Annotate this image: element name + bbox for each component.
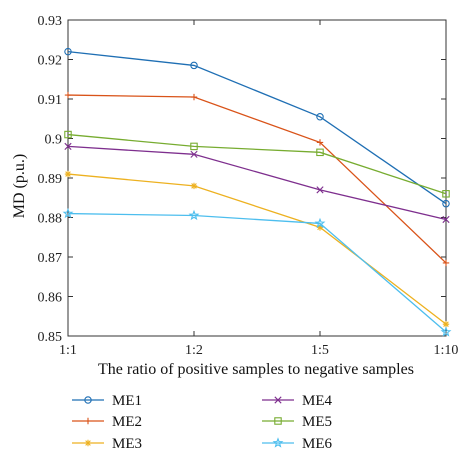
- series-me5: [64, 130, 450, 198]
- series-line: [67, 145, 447, 221]
- data-point: [64, 47, 72, 56]
- data-point: [316, 224, 324, 231]
- x-axis-ticks: 1:1 1:2 1:5 1:10: [59, 20, 458, 358]
- legend-label: ME2: [112, 414, 142, 430]
- series-line: [67, 94, 447, 264]
- y-tick-label: 0.91: [38, 93, 63, 108]
- y-tick-label: 0.86: [38, 291, 63, 306]
- series-layer: [62, 47, 452, 337]
- x-axis-title: The ratio of positive samples to negativ…: [98, 361, 414, 378]
- data-point: [442, 320, 450, 328]
- y-tick-label: 0.88: [38, 212, 63, 227]
- legend-marker: [274, 396, 282, 404]
- y-tick-label: 0.87: [38, 251, 63, 266]
- y-tick-label: 0.89: [38, 172, 63, 187]
- data-point: [64, 170, 72, 178]
- legend-item-me1: ME1: [72, 393, 142, 409]
- data-point: [190, 61, 198, 70]
- data-point: [64, 142, 72, 150]
- series-me4: [64, 142, 450, 224]
- y-tick-label: 0.85: [38, 330, 63, 345]
- series-line: [67, 212, 447, 333]
- series-me1: [64, 47, 450, 208]
- series-me2: [64, 91, 450, 267]
- legend-marker: [84, 396, 92, 404]
- legend-item-me3: ME3: [72, 436, 142, 452]
- legend-label: ME4: [302, 393, 333, 409]
- y-tick-label: 0.9: [45, 133, 63, 148]
- plot-area: [67, 19, 447, 337]
- series-me3: [64, 170, 450, 328]
- data-point: [190, 150, 198, 158]
- series-me6: [62, 207, 452, 337]
- legend-item-me2: ME2: [72, 414, 142, 430]
- data-point: [442, 199, 450, 208]
- legend-marker: [274, 417, 282, 425]
- y-axis-title: MD (p.u.): [11, 154, 28, 218]
- data-point: [440, 326, 452, 337]
- legend-label: ME3: [112, 436, 142, 452]
- x-tick-label: 1:5: [311, 343, 329, 358]
- data-point: [442, 190, 450, 198]
- legend-item-me5: ME5: [262, 414, 332, 430]
- data-point: [442, 215, 450, 224]
- x-tick-label: 1:10: [434, 343, 459, 358]
- data-point: [316, 186, 324, 194]
- data-point: [316, 113, 324, 121]
- y-tick-label: 0.93: [38, 14, 63, 29]
- y-tick-label: 0.92: [38, 54, 63, 69]
- data-point: [62, 207, 74, 219]
- legend-label: ME1: [112, 393, 142, 409]
- legend-marker: [272, 437, 284, 448]
- series-line: [67, 133, 447, 195]
- x-tick-label: 1:2: [185, 343, 203, 358]
- legend-marker: [84, 417, 92, 425]
- legend-label: ME5: [302, 414, 332, 430]
- legend-item-me4: ME4: [262, 393, 333, 409]
- x-tick-label: 1:1: [59, 343, 77, 358]
- data-point: [190, 182, 198, 190]
- legend-label: ME6: [302, 436, 333, 452]
- data-point: [188, 209, 200, 221]
- legend-marker: [84, 439, 92, 447]
- series-line: [67, 173, 447, 325]
- data-point: [442, 259, 450, 267]
- data-point: [64, 130, 72, 139]
- data-point: [190, 93, 198, 101]
- plot-frame: [67, 19, 447, 337]
- y-axis-ticks: 0.85 0.86 0.87 0.88 0.89 0.9 0.91 0.92 0.93: [38, 14, 446, 345]
- data-point: [316, 139, 324, 146]
- legend: ME1 ME2 ME3 ME4 ME5 ME6: [72, 393, 333, 452]
- data-point: [190, 142, 198, 151]
- series-line: [67, 50, 447, 205]
- data-point: [316, 148, 324, 157]
- data-point: [314, 217, 326, 229]
- data-point: [64, 91, 72, 99]
- legend-item-me6: ME6: [262, 436, 333, 452]
